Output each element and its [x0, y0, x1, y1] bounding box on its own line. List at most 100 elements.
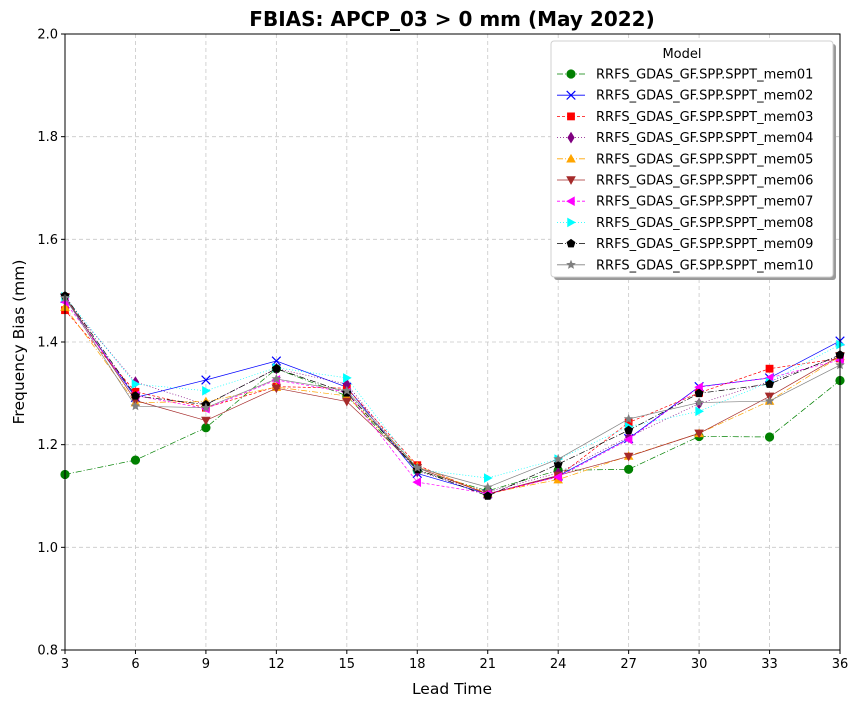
x-tick-label: 12 — [268, 657, 285, 672]
data-point — [623, 452, 634, 462]
legend-entry: RRFS_GDAS_GF.SPP.SPPT_mem08 — [557, 216, 813, 231]
legend-entry: RRFS_GDAS_GF.SPP.SPPT_mem09 — [557, 237, 813, 252]
series-line — [64, 306, 841, 494]
legend-entry: RRFS_GDAS_GF.SPP.SPPT_mem03 — [557, 110, 813, 125]
series-line — [64, 309, 841, 495]
data-point — [694, 388, 704, 398]
legend-entry: RRFS_GDAS_GF.SPP.SPPT_mem10 — [557, 258, 813, 273]
y-tick-label: 0.8 — [37, 644, 58, 659]
x-tick-label: 27 — [620, 657, 637, 672]
y-tick-label: 2.0 — [37, 28, 58, 43]
legend-entry: RRFS_GDAS_GF.SPP.SPPT_mem02 — [557, 89, 813, 104]
data-point — [765, 379, 774, 388]
legend-label: RRFS_GDAS_GF.SPP.SPPT_mem10 — [596, 258, 813, 273]
legend-marker — [566, 153, 576, 163]
x-tick-label: 18 — [409, 657, 426, 672]
data-point — [201, 375, 211, 385]
x-tick-label: 36 — [832, 657, 849, 672]
legend-entry: RRFS_GDAS_GF.SPP.SPPT_mem04 — [557, 131, 813, 146]
legend-marker — [567, 131, 575, 144]
series-line — [64, 297, 841, 488]
data-point — [412, 462, 423, 472]
data-point — [624, 425, 634, 435]
data-point — [694, 429, 704, 439]
data-point — [764, 395, 775, 406]
legend-label: RRFS_GDAS_GF.SPP.SPPT_mem07 — [596, 195, 813, 210]
data-point — [131, 391, 140, 400]
data-point — [623, 434, 633, 445]
data-point — [764, 432, 775, 442]
x-tick-label: 9 — [202, 657, 210, 672]
data-point — [623, 413, 634, 424]
legend-box — [550, 40, 834, 278]
data-point — [271, 364, 281, 373]
series-line — [64, 301, 841, 494]
legend-entry: RRFS_GDAS_GF.SPP.SPPT_mem05 — [557, 152, 813, 167]
legend-title: Model — [662, 47, 701, 62]
data-point — [202, 385, 211, 396]
legend-label: RRFS_GDAS_GF.SPP.SPPT_mem09 — [596, 237, 813, 252]
legend-marker — [567, 112, 575, 121]
legend-label: RRFS_GDAS_GF.SPP.SPPT_mem05 — [596, 152, 813, 167]
chart-title: FBIAS: APCP_03 > 0 mm (May 2022) — [249, 7, 654, 31]
data-point — [130, 455, 141, 465]
data-point — [694, 397, 704, 407]
legend-marker — [566, 176, 576, 185]
data-point — [695, 406, 705, 417]
data-point — [483, 491, 493, 500]
series-10 — [60, 292, 845, 492]
x-tick-label: 21 — [479, 657, 496, 672]
legend-label: RRFS_GDAS_GF.SPP.SPPT_mem02 — [596, 89, 813, 104]
data-point — [553, 453, 564, 464]
x-tick-label: 6 — [131, 657, 139, 672]
legend: Model RRFS_GDAS_GF.SPP.SPPT_mem01 RRFS_GDA… — [550, 40, 836, 280]
data-point — [624, 464, 634, 474]
data-point — [624, 418, 633, 427]
legend-entry: RRFS_GDAS_GF.SPP.SPPT_mem01 — [557, 68, 813, 83]
series-line — [64, 298, 841, 495]
legend-label: RRFS_GDAS_GF.SPP.SPPT_mem04 — [596, 131, 813, 146]
data-point — [342, 397, 352, 407]
data-point — [201, 402, 211, 412]
data-point — [553, 472, 562, 482]
data-point — [482, 482, 493, 492]
series-line — [64, 295, 841, 497]
y-axis-label: Frequency Bias (mm) — [10, 260, 28, 425]
y-tick-label: 1.8 — [37, 130, 58, 145]
legend-marker — [567, 217, 576, 228]
data-point — [131, 379, 141, 389]
legend-marker — [566, 238, 576, 248]
x-tick-label: 33 — [761, 657, 778, 672]
legend-entry: RRFS_GDAS_GF.SPP.SPPT_mem07 — [557, 195, 813, 210]
legend-label: RRFS_GDAS_GF.SPP.SPPT_mem01 — [596, 68, 813, 83]
legend-marker — [566, 90, 576, 100]
legend-entry: RRFS_GDAS_GF.SPP.SPPT_mem06 — [557, 174, 813, 189]
ticks: 3 6 9 12 15 18 21 24 27 30 33 360.81.01.21.41.61.82… — [37, 28, 848, 673]
x-tick-label: 15 — [339, 657, 356, 672]
x-axis-label: Lead Time — [412, 680, 492, 698]
data-point — [765, 364, 774, 373]
series-line — [64, 296, 841, 495]
data-point — [271, 373, 282, 384]
data-point — [271, 384, 282, 394]
legend-marker — [566, 259, 576, 269]
y-tick-label: 1.6 — [37, 233, 58, 248]
legend-label: RRFS_GDAS_GF.SPP.SPPT_mem08 — [596, 216, 813, 231]
data-point — [130, 401, 141, 411]
data-point — [483, 473, 493, 483]
legend-marker — [566, 196, 575, 207]
legend-label: RRFS_GDAS_GF.SPP.SPPT_mem03 — [596, 110, 813, 125]
x-tick-label: 30 — [691, 657, 708, 672]
data-point — [343, 373, 352, 383]
x-tick-label: 3 — [61, 657, 69, 672]
data-point — [412, 477, 422, 487]
data-point — [341, 385, 352, 395]
x-tick-label: 24 — [550, 657, 567, 672]
y-tick-label: 1.0 — [37, 541, 58, 556]
legend-marker — [566, 69, 576, 79]
series-line — [64, 296, 841, 479]
y-tick-label: 1.2 — [37, 438, 58, 453]
data-point — [201, 416, 211, 426]
legend-label: RRFS_GDAS_GF.SPP.SPPT_mem06 — [596, 174, 813, 189]
